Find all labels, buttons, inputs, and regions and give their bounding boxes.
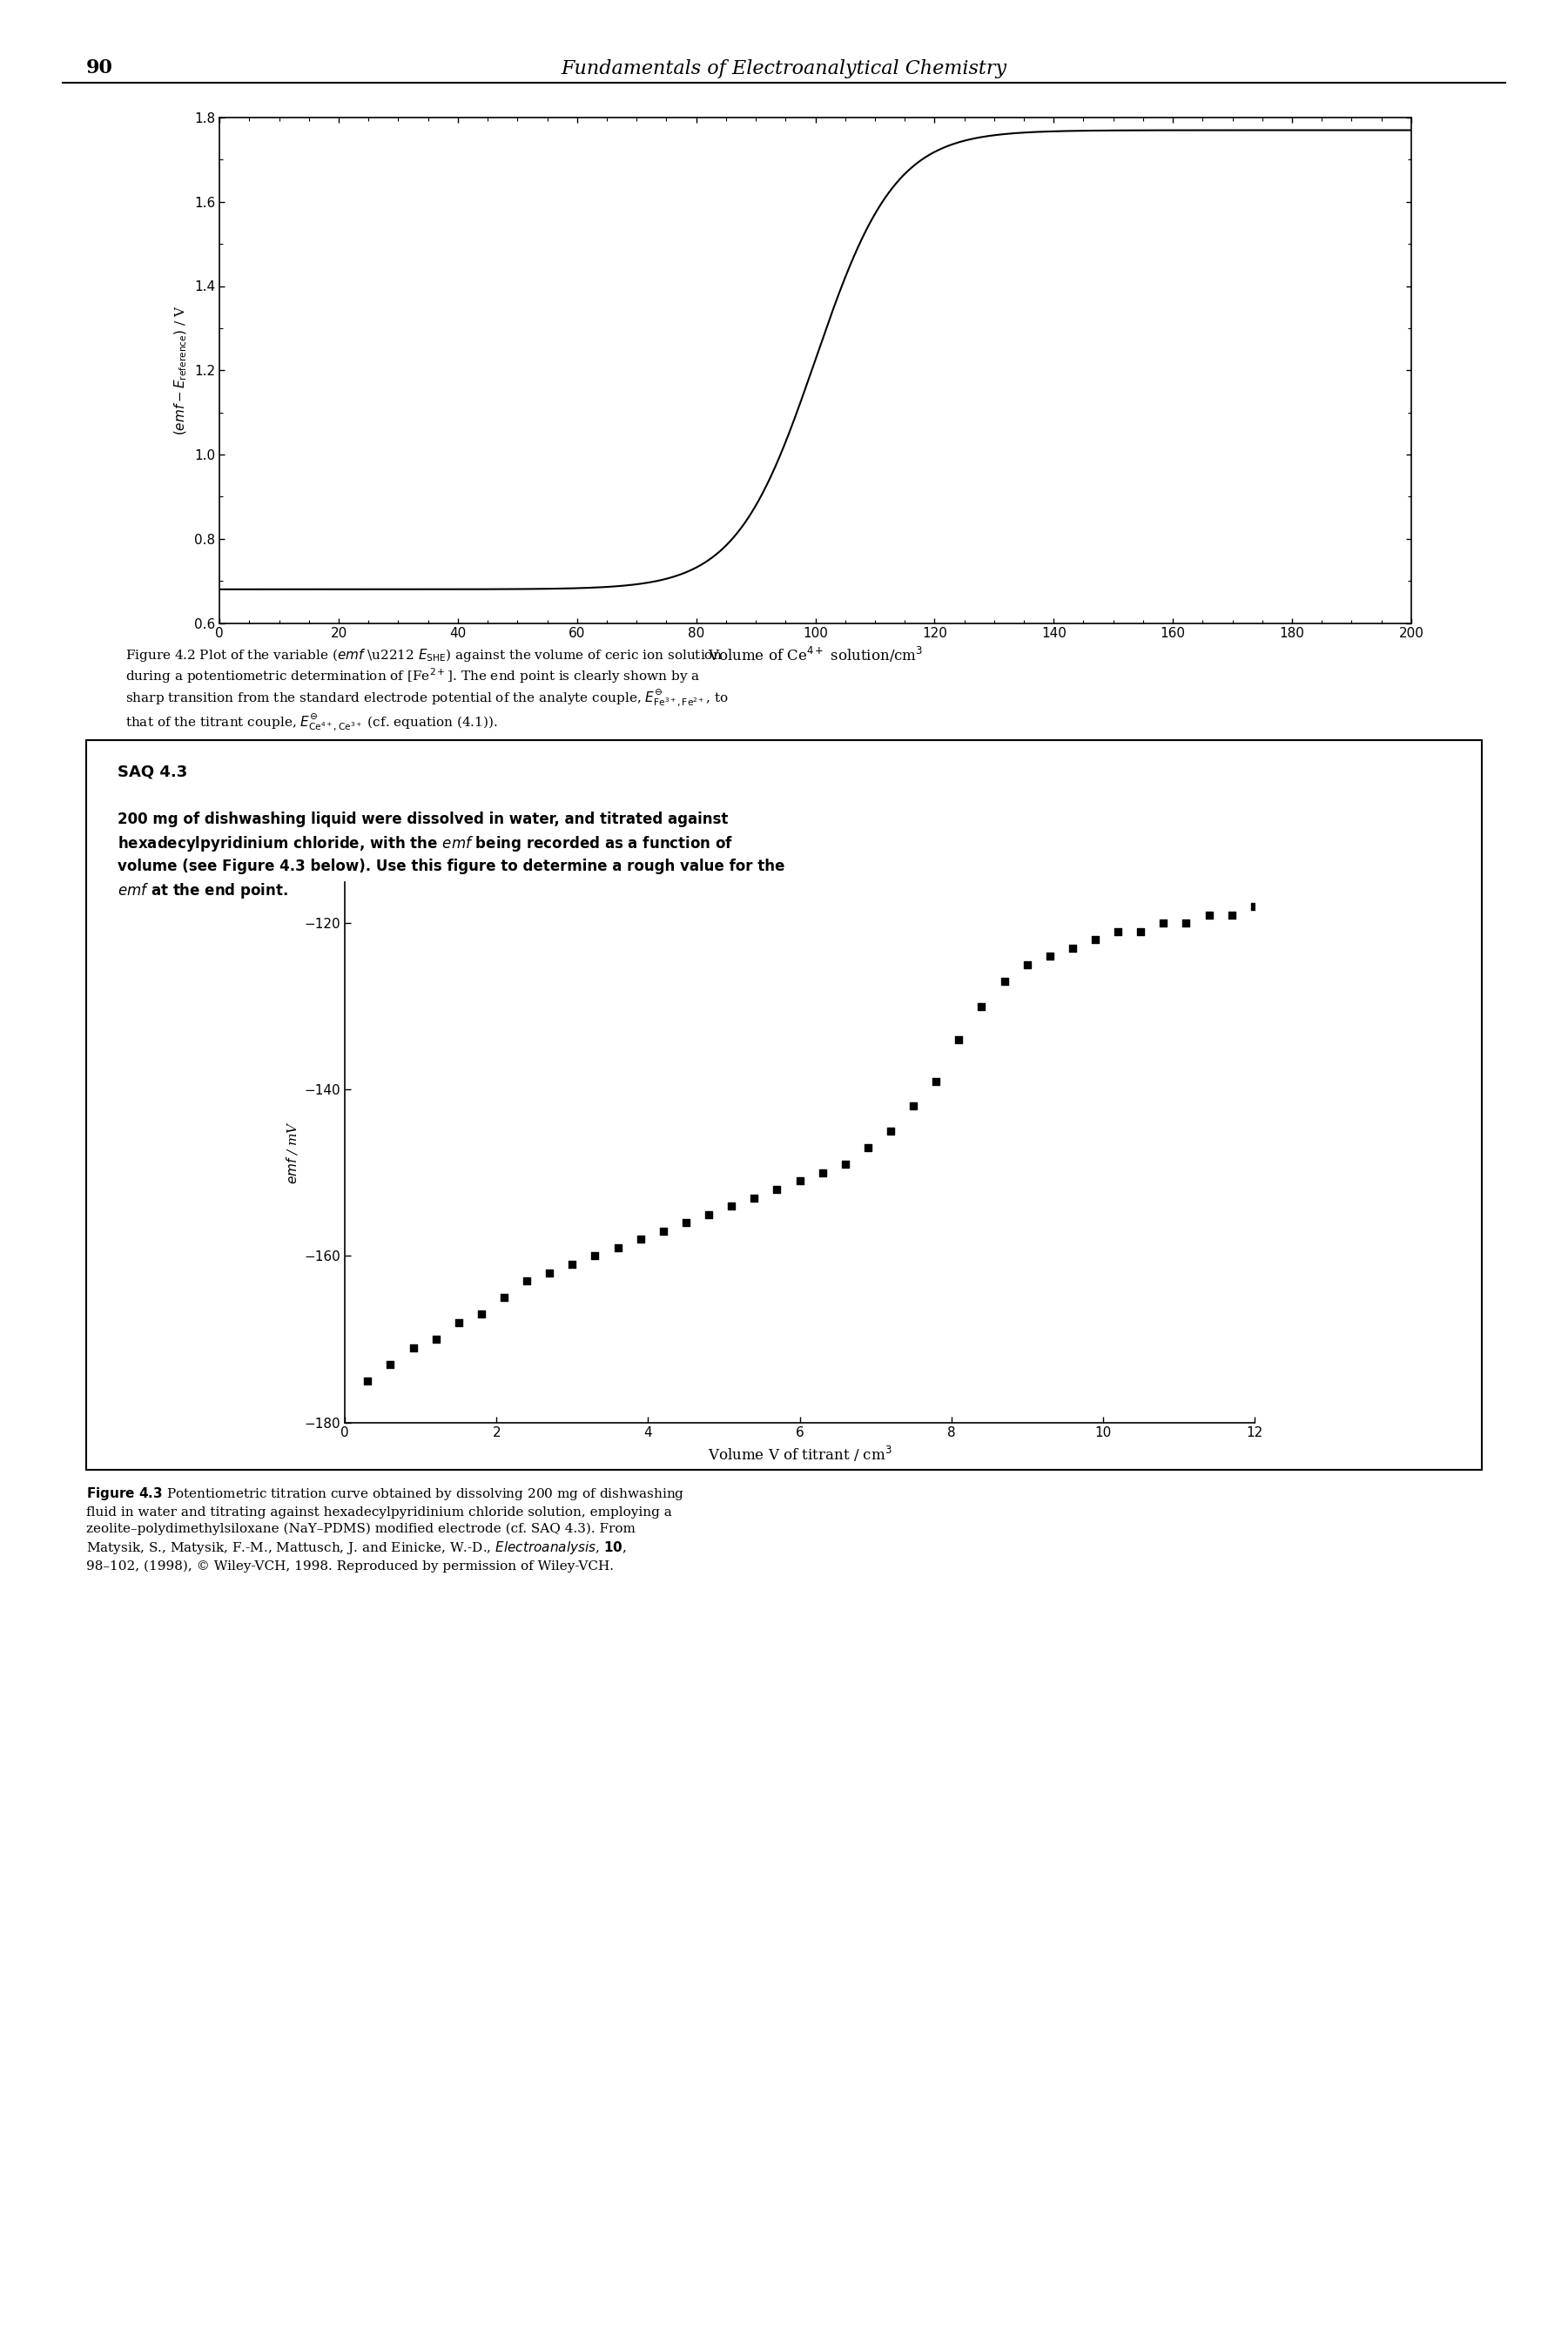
Point bbox=[445, 1305, 470, 1342]
Point bbox=[514, 1262, 539, 1300]
Y-axis label: $(emf - E_{\rm reference})$ / V: $(emf - E_{\rm reference})$ / V bbox=[174, 306, 190, 435]
Point bbox=[1082, 922, 1107, 959]
Point bbox=[787, 1161, 812, 1199]
Point bbox=[582, 1237, 607, 1274]
Point bbox=[1105, 912, 1131, 950]
Point bbox=[809, 1154, 834, 1192]
Point bbox=[536, 1253, 561, 1291]
Text: $\bf{Figure\ 4.3}$ Potentiometric titration curve obtained by dissolving 200 mg : $\bf{Figure\ 4.3}$ Potentiometric titrat… bbox=[86, 1486, 685, 1573]
X-axis label: Volume V of titrant / cm$^3$: Volume V of titrant / cm$^3$ bbox=[707, 1444, 892, 1465]
Point bbox=[1151, 905, 1176, 943]
Point bbox=[1060, 929, 1085, 966]
Point bbox=[969, 987, 994, 1025]
Text: 90: 90 bbox=[86, 59, 113, 78]
Point bbox=[900, 1089, 925, 1126]
Point bbox=[378, 1345, 403, 1382]
Point bbox=[991, 962, 1016, 999]
Point bbox=[1196, 896, 1221, 933]
Text: 200 mg of dishwashing liquid were dissolved in water, and titrated against
hexad: 200 mg of dishwashing liquid were dissol… bbox=[118, 811, 786, 900]
Point bbox=[401, 1328, 426, 1366]
Point bbox=[855, 1128, 880, 1166]
Point bbox=[560, 1246, 585, 1284]
Point bbox=[1173, 905, 1198, 943]
Point bbox=[423, 1321, 448, 1359]
Point bbox=[924, 1063, 949, 1100]
Point bbox=[354, 1361, 381, 1399]
Point bbox=[696, 1197, 721, 1234]
Point bbox=[946, 1020, 971, 1058]
Y-axis label: $emf$ / mV: $emf$ / mV bbox=[285, 1119, 299, 1185]
Point bbox=[878, 1112, 903, 1150]
Point bbox=[605, 1230, 630, 1267]
Point bbox=[1127, 912, 1152, 950]
Point bbox=[1242, 889, 1267, 926]
Point bbox=[1014, 945, 1040, 983]
Point bbox=[764, 1171, 789, 1208]
Point bbox=[1036, 938, 1062, 976]
Point bbox=[492, 1279, 517, 1317]
Point bbox=[627, 1220, 652, 1258]
Text: Fundamentals of Electroanalytical Chemistry: Fundamentals of Electroanalytical Chemis… bbox=[561, 59, 1007, 78]
Point bbox=[718, 1187, 743, 1225]
Point bbox=[1218, 896, 1243, 933]
Text: SAQ 4.3: SAQ 4.3 bbox=[118, 764, 188, 781]
Point bbox=[651, 1213, 676, 1251]
Point bbox=[469, 1295, 494, 1333]
X-axis label: Volume of Ce$^{4+}$ solution/cm$^3$: Volume of Ce$^{4+}$ solution/cm$^3$ bbox=[707, 644, 924, 665]
Point bbox=[673, 1204, 698, 1241]
Point bbox=[742, 1178, 767, 1215]
Point bbox=[833, 1145, 858, 1183]
Text: Figure 4.2 Plot of the variable ($emf$ \u2212 $E_{\rm SHE}$) against the volume : Figure 4.2 Plot of the variable ($emf$ \… bbox=[125, 647, 729, 734]
